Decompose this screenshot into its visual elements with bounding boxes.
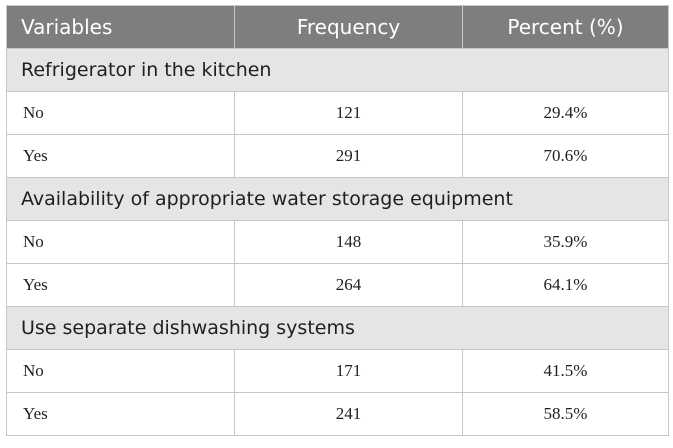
table-row: Yes 241 58.5% — [6, 392, 669, 436]
section-row: Availability of appropriate water storag… — [6, 177, 669, 221]
row-frequency: 264 — [234, 263, 463, 307]
row-frequency: 121 — [234, 91, 463, 135]
row-label: No — [6, 349, 235, 393]
row-label: Yes — [6, 392, 235, 436]
header-frequency: Frequency — [234, 5, 463, 49]
data-table: Variables Frequency Percent (%) Refriger… — [6, 5, 669, 436]
row-percent: 41.5% — [462, 349, 669, 393]
row-label: No — [6, 220, 235, 264]
table-row: No 148 35.9% — [6, 220, 669, 264]
section-title-water-storage: Availability of appropriate water storag… — [6, 177, 669, 221]
row-label: No — [6, 91, 235, 135]
section-row: Use separate dishwashing systems — [6, 306, 669, 350]
row-percent: 35.9% — [462, 220, 669, 264]
header-row: Variables Frequency Percent (%) — [6, 5, 669, 49]
row-percent: 70.6% — [462, 134, 669, 178]
row-label: Yes — [6, 134, 235, 178]
table-row: Yes 264 64.1% — [6, 263, 669, 307]
header-variables: Variables — [6, 5, 235, 49]
row-percent: 58.5% — [462, 392, 669, 436]
row-percent: 29.4% — [462, 91, 669, 135]
header-percent: Percent (%) — [462, 5, 669, 49]
row-frequency: 241 — [234, 392, 463, 436]
table-row: No 121 29.4% — [6, 91, 669, 135]
row-label: Yes — [6, 263, 235, 307]
section-title-refrigerator: Refrigerator in the kitchen — [6, 48, 669, 92]
row-frequency: 148 — [234, 220, 463, 264]
row-frequency: 171 — [234, 349, 463, 393]
table-row: Yes 291 70.6% — [6, 134, 669, 178]
table-row: No 171 41.5% — [6, 349, 669, 393]
row-frequency: 291 — [234, 134, 463, 178]
section-row: Refrigerator in the kitchen — [6, 48, 669, 92]
row-percent: 64.1% — [462, 263, 669, 307]
data-table-container: Variables Frequency Percent (%) Refriger… — [6, 5, 669, 436]
section-title-dishwashing: Use separate dishwashing systems — [6, 306, 669, 350]
